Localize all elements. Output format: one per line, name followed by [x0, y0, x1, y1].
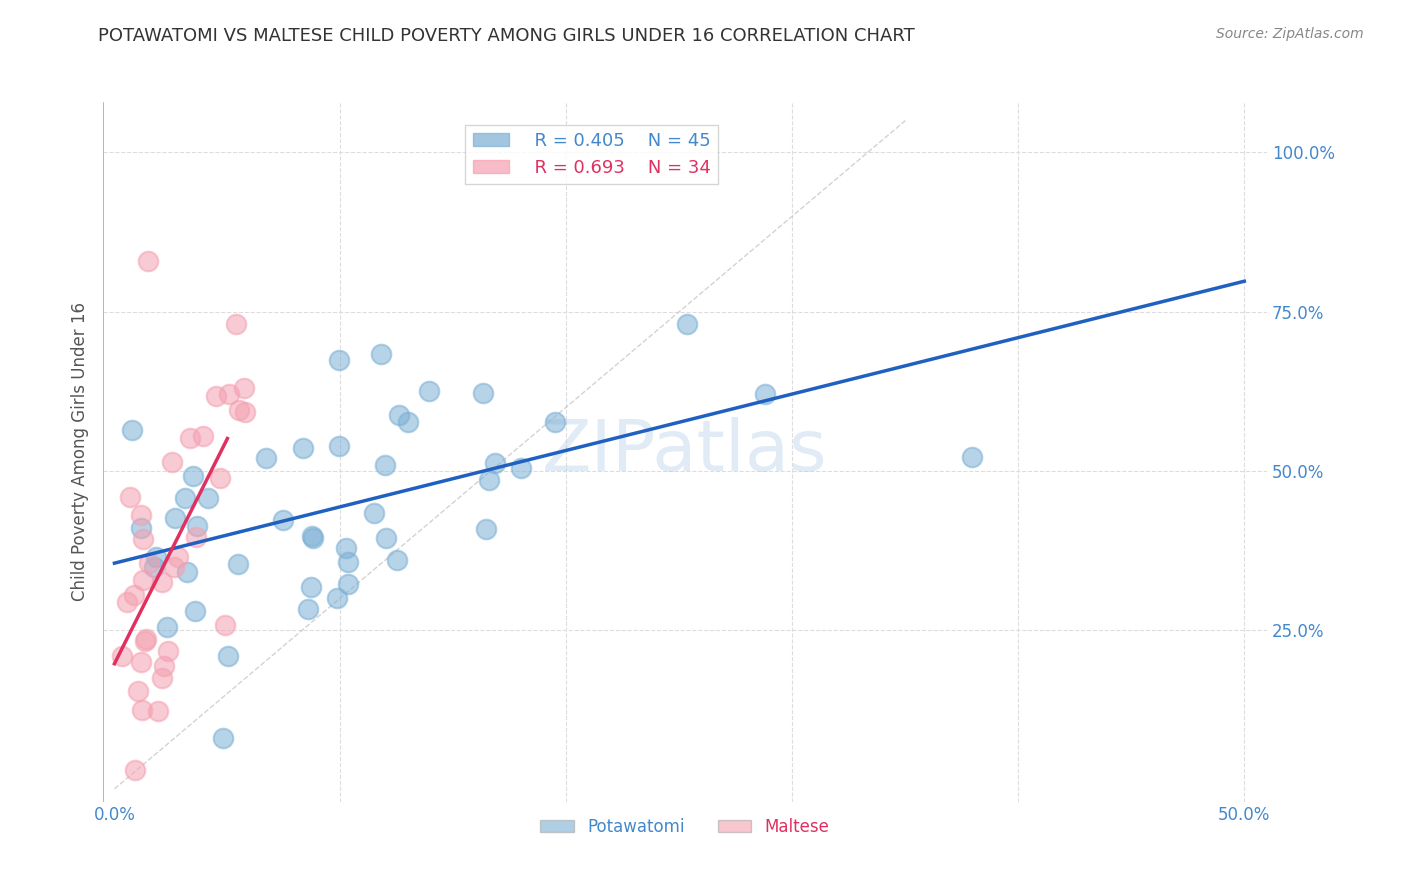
Point [156, 643, 179, 657]
Point [132, 532, 155, 546]
Point [326, 591, 349, 606]
Point [226, 557, 249, 571]
Point [328, 439, 350, 453]
Point [337, 576, 360, 591]
Point [186, 519, 208, 533]
Point [163, 510, 186, 524]
Point [209, 470, 232, 484]
Point [127, 683, 149, 698]
Point [299, 580, 322, 594]
Point [131, 655, 153, 669]
Point [228, 403, 250, 417]
Point [129, 508, 152, 522]
Point [111, 649, 134, 664]
Point [291, 441, 314, 455]
Point [374, 458, 396, 472]
Point [271, 513, 294, 527]
Point [370, 347, 392, 361]
Point [193, 428, 215, 442]
Point [132, 573, 155, 587]
Point [218, 387, 240, 401]
Point [754, 387, 776, 401]
Point [676, 318, 699, 332]
Point [122, 589, 145, 603]
Point [142, 560, 165, 574]
Point [477, 473, 499, 487]
Point [134, 633, 156, 648]
Point [385, 553, 408, 567]
Point [176, 565, 198, 579]
Legend: Potawatomi, Maltese: Potawatomi, Maltese [534, 811, 837, 842]
Point [217, 649, 239, 664]
Point [136, 253, 159, 268]
Text: POTAWATOMI VS MALTESE CHILD POVERTY AMONG GIRLS UNDER 16 CORRELATION CHART: POTAWATOMI VS MALTESE CHILD POVERTY AMON… [98, 27, 915, 45]
Point [156, 620, 179, 634]
Point [301, 529, 323, 543]
Point [124, 763, 146, 777]
Point [363, 506, 385, 520]
Point [117, 594, 139, 608]
Point [120, 491, 142, 505]
Text: Source: ZipAtlas.com: Source: ZipAtlas.com [1216, 27, 1364, 41]
Point [960, 450, 983, 464]
Text: ZIPatlas: ZIPatlas [543, 417, 828, 486]
Point [129, 521, 152, 535]
Point [145, 549, 167, 564]
Point [233, 405, 256, 419]
Point [183, 604, 205, 618]
Point [135, 632, 157, 647]
Point [150, 672, 173, 686]
Point [297, 601, 319, 615]
Point [186, 530, 208, 544]
Point [121, 423, 143, 437]
Point [197, 491, 219, 506]
Point [484, 456, 506, 470]
Point [254, 450, 277, 465]
Point [138, 556, 160, 570]
Point [179, 431, 201, 445]
Point [232, 381, 254, 395]
Point [388, 408, 411, 422]
Point [475, 522, 498, 536]
Point [204, 389, 226, 403]
Point [544, 416, 567, 430]
Point [374, 531, 396, 545]
Point [396, 415, 419, 429]
Point [212, 731, 235, 745]
Point [225, 318, 247, 332]
Point [131, 703, 153, 717]
Point [146, 704, 169, 718]
Point [472, 386, 495, 401]
Point [181, 469, 204, 483]
Point [302, 532, 325, 546]
Point [153, 658, 176, 673]
Point [418, 384, 440, 398]
Point [167, 549, 190, 564]
Point [150, 575, 173, 590]
Point [163, 560, 186, 574]
Point [160, 455, 183, 469]
Point [174, 491, 197, 506]
Point [214, 617, 236, 632]
Point [510, 460, 533, 475]
Y-axis label: Child Poverty Among Girls Under 16: Child Poverty Among Girls Under 16 [72, 302, 89, 601]
Point [335, 541, 357, 555]
Point [337, 555, 360, 569]
Point [328, 352, 350, 367]
